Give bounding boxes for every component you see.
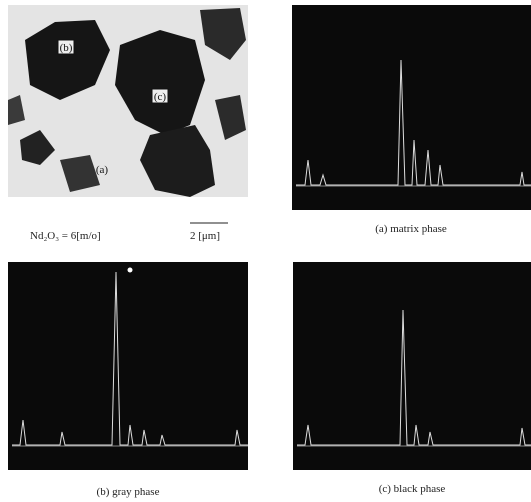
spectrum-c: [293, 262, 531, 470]
region-label: (b): [60, 42, 73, 54]
panel-caption: (a) matrix phase: [375, 223, 447, 235]
panel-label: (a): [96, 164, 109, 176]
composition-caption: Nd₂O₃ = 6[m/o]: [30, 230, 101, 242]
micrograph: (b) (c) (a): [8, 5, 248, 197]
spectrum-a: [292, 5, 531, 210]
panel-caption: (b) gray phase: [97, 486, 160, 498]
region-label: (c): [154, 91, 167, 103]
panel-caption: (c) black phase: [379, 483, 446, 495]
spectrum-b: [8, 262, 248, 470]
scale-label: 2 [μm]: [190, 230, 220, 242]
